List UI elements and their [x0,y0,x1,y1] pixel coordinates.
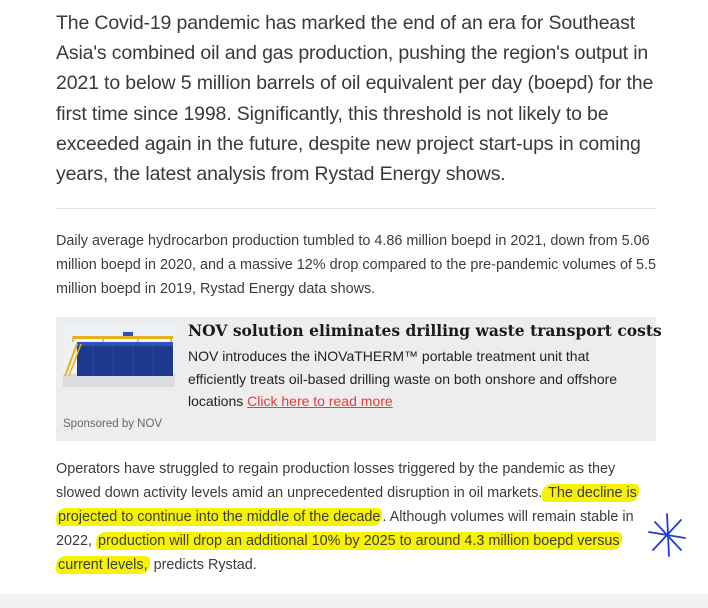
sponsored-title[interactable]: NOV solution eliminates drilling waste t… [188,321,662,340]
sponsored-body-wrap: NOV introduces the iNOVaTHERM™ portable … [63,345,648,413]
divider [56,208,656,209]
article-lead: The Covid-19 pandemic has marked the end… [56,12,654,186]
sponsored-body: NOV introduces the iNOVaTHERM™ portable … [188,348,618,409]
paragraph-2-text-3: predicts Rystad. [149,557,257,573]
hand-drawn-asterisk-icon [648,513,686,557]
sponsored-by-label: Sponsored by NOV [63,418,163,430]
paragraph-2-text-1: Operators have struggled to regain produ… [56,461,616,501]
article-paragraph-2: Operators have struggled to regain produ… [56,457,660,577]
sponsored-content-box[interactable]: NOV solution eliminates drilling waste t… [56,317,662,441]
image-spacer [63,345,188,393]
sponsored-image[interactable] [63,324,175,387]
footer-bar [0,594,708,608]
article-paragraph-1: Daily average hydrocarbon production tum… [56,233,656,297]
highlighted-text-2: production will drop an additional 10% b… [56,532,622,574]
read-more-link[interactable]: Click here to read more [247,393,393,409]
paragraph-2-text-2: . Although volumes will remain stable in… [56,509,634,549]
